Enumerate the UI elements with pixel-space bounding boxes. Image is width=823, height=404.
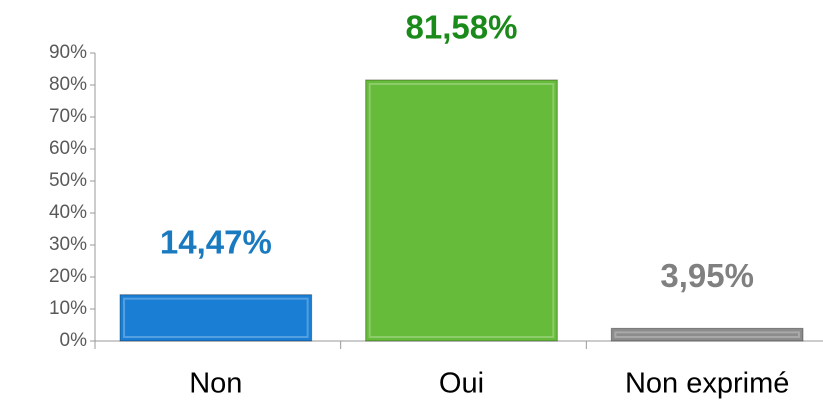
bar — [610, 327, 804, 342]
y-tick-label: 40% — [49, 202, 87, 223]
bar-bevel — [368, 82, 555, 338]
x-tick-label: Non — [189, 368, 242, 400]
value-label: 14,47% — [160, 223, 272, 260]
bar-bevel — [614, 331, 800, 338]
value-label: 3,95% — [660, 257, 754, 294]
y-tick-label: 60% — [49, 138, 87, 159]
y-tick-label: 50% — [49, 170, 87, 191]
x-tick-label: Oui — [439, 368, 484, 400]
bar-bevel — [123, 297, 309, 339]
y-tick-label: 70% — [49, 106, 87, 127]
y-tick-label: 90% — [49, 42, 87, 63]
value-label: 81,58% — [406, 9, 518, 46]
bar — [365, 79, 558, 342]
y-tick-label: 30% — [49, 234, 87, 255]
bar — [119, 294, 313, 342]
y-tick-label: 10% — [49, 298, 87, 319]
x-tick-label: Non exprimé — [625, 368, 789, 400]
y-tick-label: 20% — [49, 266, 87, 287]
y-tick-label: 0% — [60, 330, 88, 351]
y-tick-label: 80% — [49, 74, 87, 95]
